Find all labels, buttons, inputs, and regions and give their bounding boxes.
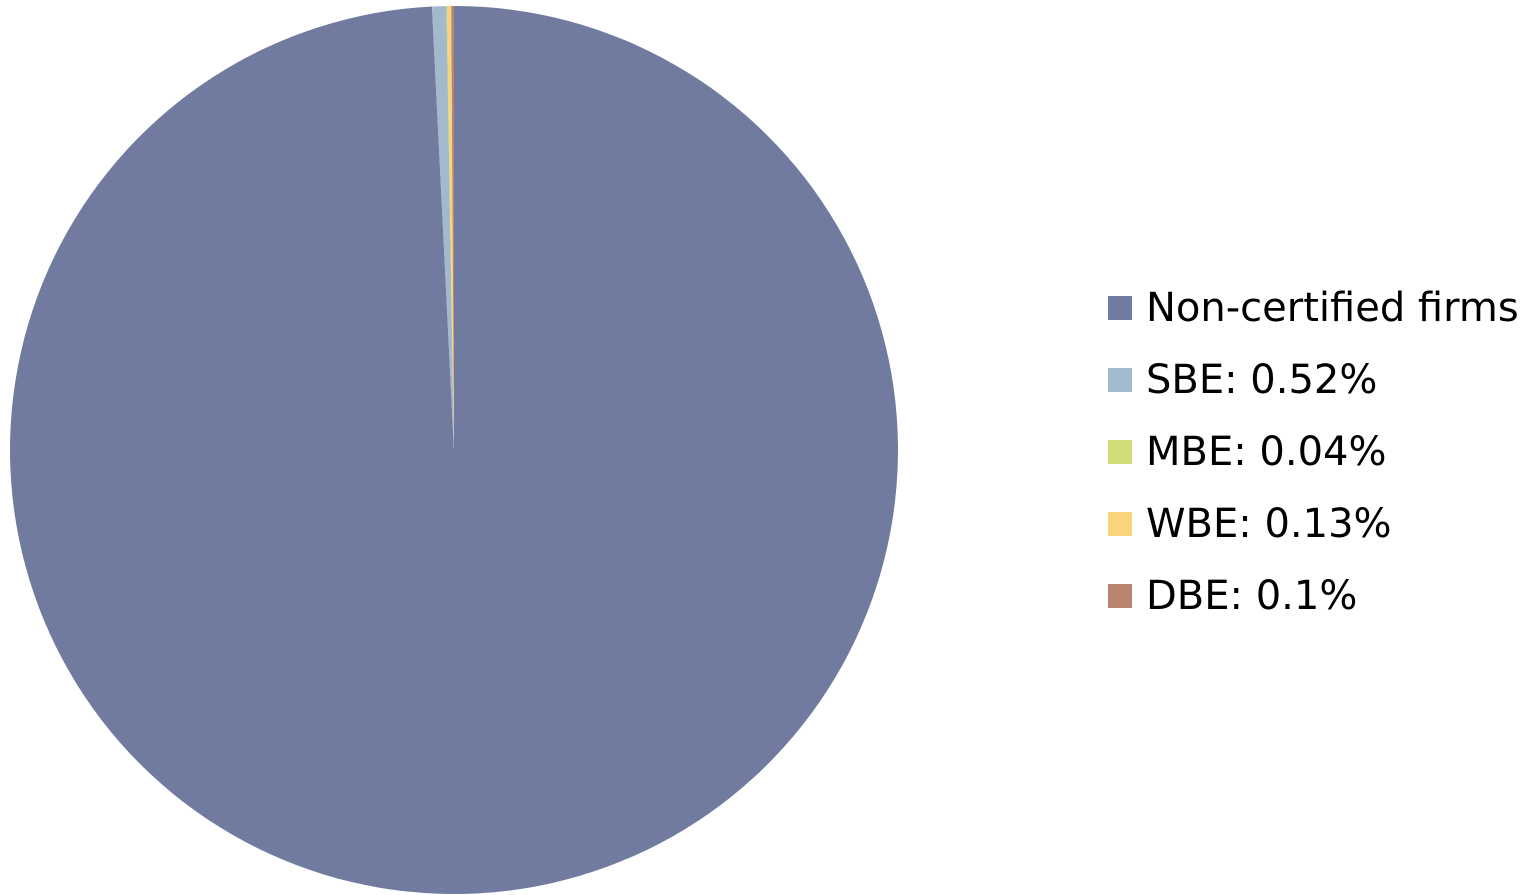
pie-slice-wbe bbox=[447, 6, 454, 451]
pie-slice-sbe bbox=[431, 6, 454, 450]
pie-slice-dbe bbox=[451, 6, 454, 450]
legend-item-wbe: WBE: 0.13% bbox=[1108, 488, 1528, 560]
legend-item-sbe: SBE: 0.52% bbox=[1108, 344, 1528, 416]
legend-label-non-certified: Non-certified firms bbox=[1146, 285, 1519, 331]
legend-label-sbe: SBE: 0.52% bbox=[1146, 357, 1378, 403]
legend-swatch-sbe bbox=[1108, 368, 1132, 392]
pie-slice-mbe bbox=[446, 6, 454, 451]
legend-item-non-certified: Non-certified firms bbox=[1108, 272, 1528, 344]
legend-label-mbe: MBE: 0.04% bbox=[1146, 429, 1387, 475]
legend-label-dbe: DBE: 0.1% bbox=[1146, 573, 1358, 619]
pie-slice-non-certified-firms bbox=[10, 6, 899, 895]
legend-item-dbe: DBE: 0.1% bbox=[1108, 560, 1528, 632]
pie-slices bbox=[10, 6, 899, 895]
legend-swatch-non-certified bbox=[1108, 296, 1132, 320]
legend-label-wbe: WBE: 0.13% bbox=[1146, 501, 1392, 547]
legend-swatch-wbe bbox=[1108, 512, 1132, 536]
legend-item-mbe: MBE: 0.04% bbox=[1108, 416, 1528, 488]
legend-swatch-dbe bbox=[1108, 584, 1132, 608]
legend: Non-certified firms SBE: 0.52% MBE: 0.04… bbox=[1108, 272, 1528, 632]
legend-swatch-mbe bbox=[1108, 440, 1132, 464]
